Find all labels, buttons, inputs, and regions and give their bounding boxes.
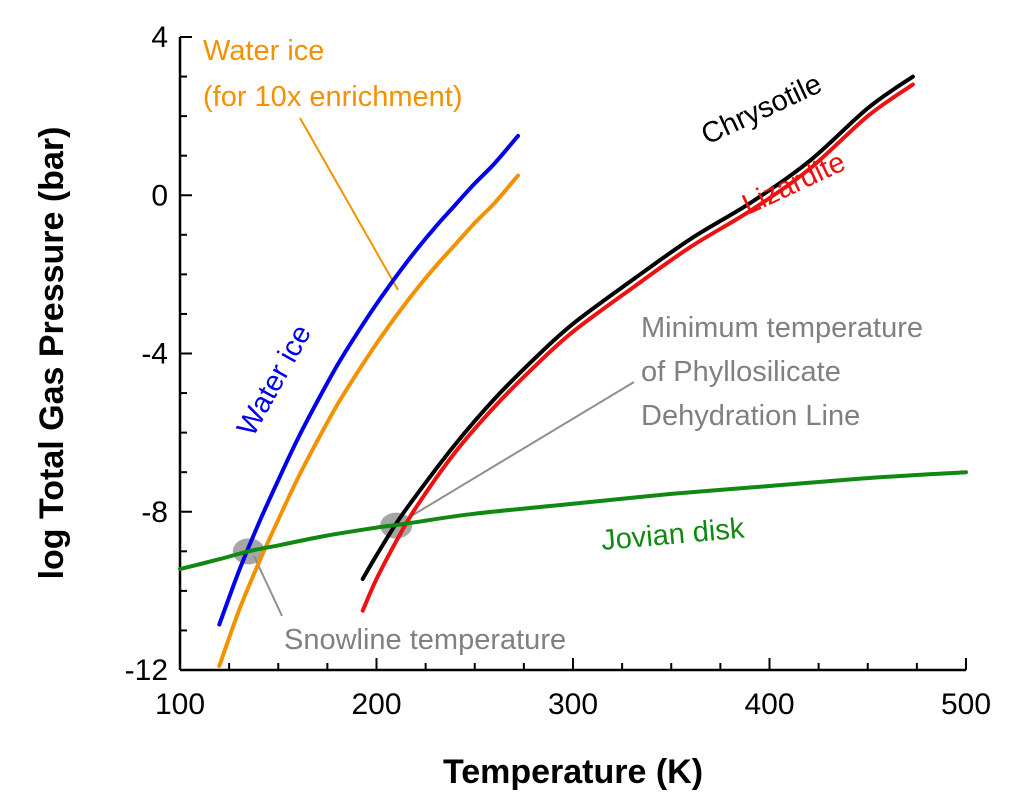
x-tick-label: 500 <box>941 688 991 721</box>
water-ice-10x-label-line1: Water ice <box>203 35 324 67</box>
series-lines <box>178 74 968 668</box>
lizardite-label: Lizardite <box>737 146 850 221</box>
y-tick-label: -12 <box>125 654 168 687</box>
y-tick-label: 0 <box>151 179 168 212</box>
x-axis-title: Temperature (K) <box>443 753 703 791</box>
y-tick-label: -8 <box>141 496 168 529</box>
annotations: Water ice Water ice (for 10x enrichment)… <box>203 35 923 656</box>
y-tick-label: 4 <box>151 21 168 54</box>
y-axis-title: log Total Gas Pressure (bar) <box>33 127 71 580</box>
y-tick-label: -4 <box>141 338 168 371</box>
snowline-label: Snowline temperature <box>284 624 566 656</box>
ticks <box>179 36 967 671</box>
min-temp-label-line1: Minimum temperature <box>641 312 923 344</box>
x-tick-label: 100 <box>155 688 205 721</box>
tick-labels: 100 200 300 400 500 -12 -8 -4 0 4 <box>125 21 991 721</box>
min-temp-label-line2: of Phyllosilicate <box>641 356 841 388</box>
leader-lines <box>253 117 635 617</box>
series-line-jovian-disk <box>178 470 968 572</box>
water-ice-10x-leader <box>299 117 399 291</box>
chrysotile-label: Chrysotile <box>696 68 826 151</box>
min-temp-label-line3: Dehydration Line <box>641 400 860 432</box>
x-tick-label: 200 <box>351 688 401 721</box>
series-line-lizardite <box>360 82 915 613</box>
x-tick-label: 400 <box>744 688 794 721</box>
series-line-water-ice-for-10x-enrichment <box>217 173 520 668</box>
x-tick-label: 300 <box>548 688 598 721</box>
jovian-disk-label: Jovian disk <box>600 513 746 557</box>
series-line-water-ice <box>217 133 520 627</box>
water-ice-10x-label-line2: (for 10x enrichment) <box>203 81 463 113</box>
min-temp-leader <box>407 381 635 519</box>
series-line-chrysotile <box>360 74 915 581</box>
